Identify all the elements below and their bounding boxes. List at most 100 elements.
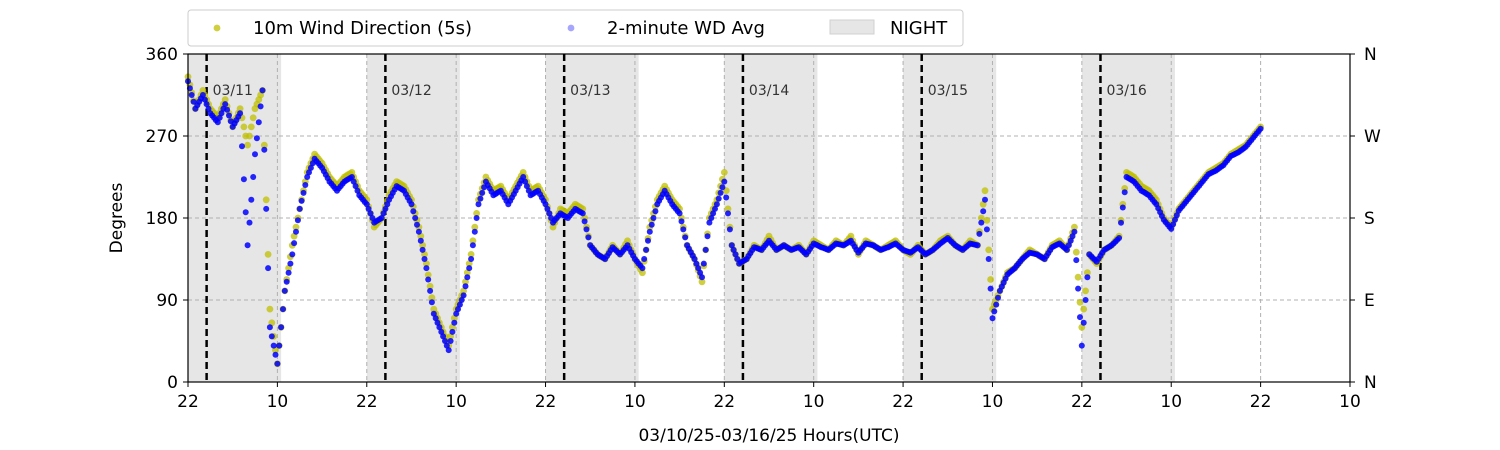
wind-direction-point: [246, 132, 253, 140]
legend-box: [187, 9, 964, 47]
wind-direction-point: [292, 223, 300, 231]
wd-avg-point: [276, 342, 283, 349]
wd-avg-point: [978, 219, 985, 226]
wind-direction-point: [473, 210, 480, 217]
wd-avg-point: [255, 119, 262, 126]
x-tick-label: 22: [892, 392, 914, 412]
x-tick-label: 22: [1071, 392, 1093, 412]
wd-avg-point: [462, 283, 469, 290]
wd-avg-point: [1084, 274, 1091, 281]
wind-direction-point: [1084, 269, 1091, 277]
wind-direction-point: [428, 294, 436, 302]
wd-avg-point: [365, 205, 372, 212]
wd-avg-point: [268, 333, 275, 340]
wd-avg-point: [1075, 285, 1082, 292]
wd-avg-point: [348, 174, 355, 180]
wd-avg-point: [443, 342, 450, 349]
wind-direction-point: [987, 276, 994, 283]
wd-avg-point: [680, 226, 687, 233]
wd-avg-point: [253, 135, 260, 142]
wd-avg-point: [449, 328, 456, 335]
wd-avg-point: [715, 195, 722, 202]
wind-direction-point: [698, 278, 706, 286]
wd-avg-point: [974, 242, 981, 249]
wd-avg-point: [475, 201, 482, 208]
wd-avg-point: [723, 194, 730, 201]
wd-avg-point: [477, 195, 484, 202]
wd-avg-point: [985, 256, 992, 262]
wd-avg-point: [697, 269, 704, 276]
wind-direction-point: [264, 251, 272, 258]
wind-direction-point: [260, 141, 268, 149]
wind-direction-point: [720, 169, 728, 176]
wd-avg-point: [719, 184, 726, 191]
wd-avg-point: [466, 265, 473, 272]
wd-avg-point: [354, 187, 361, 194]
wind-direction-point: [1071, 223, 1078, 231]
wd-avg-point: [456, 301, 463, 308]
y2-tick-label: E: [1364, 291, 1375, 311]
wind-direction-point: [266, 305, 274, 313]
y-tick-label: 180: [146, 209, 178, 229]
wind-direction-point: [1074, 273, 1082, 281]
wd-avg-point: [451, 319, 458, 326]
wd-avg-point: [293, 228, 299, 235]
wd-avg-point: [464, 274, 471, 281]
wd-avg-point: [710, 210, 717, 217]
wd-avg-point: [248, 196, 255, 203]
wd-avg-point: [652, 208, 659, 215]
wd-avg-point: [1121, 189, 1128, 196]
wd-avg-point: [579, 210, 586, 217]
wd-avg-point: [704, 233, 711, 240]
wind-direction-point: [985, 246, 993, 254]
wd-avg-point: [639, 265, 646, 272]
wd-avg-point: [726, 226, 733, 233]
wd-avg-point: [283, 278, 290, 285]
wd-avg-point: [239, 143, 245, 150]
wd-avg-point: [382, 205, 389, 212]
wd-avg-point: [695, 265, 702, 272]
wd-avg-point: [468, 256, 475, 262]
wd-avg-point: [544, 205, 551, 212]
wd-avg-point: [367, 210, 374, 217]
x-tick-label: 10: [982, 392, 1004, 412]
wd-avg-point: [699, 274, 705, 281]
wd-avg-point: [646, 228, 653, 235]
wd-avg-point: [237, 110, 244, 117]
y-tick-label: 90: [156, 291, 178, 311]
x-tick-label: 22: [177, 392, 199, 412]
wd-avg-point: [434, 319, 441, 326]
wd-avg-point: [643, 246, 650, 253]
wd-avg-point: [581, 218, 588, 225]
wd-avg-point: [291, 240, 298, 247]
wind-direction-point: [426, 282, 434, 290]
wd-avg-point: [717, 189, 724, 196]
wd-avg-point: [250, 174, 257, 180]
day-label: 03/12: [391, 83, 431, 99]
day-label: 03/11: [213, 83, 253, 99]
y-axis-label: Degrees: [107, 182, 127, 253]
wd-avg-point: [678, 218, 685, 225]
wd-avg-point: [280, 306, 286, 313]
wd-avg-point: [380, 210, 387, 217]
wd-avg-point: [281, 287, 288, 294]
wd-avg-point: [732, 251, 739, 258]
wd-avg-point: [1116, 235, 1123, 241]
x-tick-label: 10: [267, 392, 289, 412]
wd-avg-point: [712, 205, 718, 212]
wd-avg-point: [522, 178, 529, 185]
wd-avg-point: [224, 106, 231, 113]
wd-avg-point: [266, 324, 273, 331]
wd-avg-point: [976, 230, 983, 237]
wd-avg-point: [1065, 242, 1072, 249]
wind-direction-point: [469, 237, 477, 245]
y2-tick-label: S: [1364, 209, 1375, 229]
wind-direction-point: [424, 271, 432, 279]
wd-avg-point: [246, 219, 253, 226]
wd-avg-point: [423, 265, 430, 272]
x-tick-label: 10: [803, 392, 825, 412]
legend: 10m Wind Direction (5s) 2-minute WD Avg NI…: [187, 9, 964, 47]
wd-avg-point: [1063, 246, 1070, 253]
wd-avg-point: [453, 310, 460, 317]
wd-avg-point: [1172, 216, 1178, 223]
